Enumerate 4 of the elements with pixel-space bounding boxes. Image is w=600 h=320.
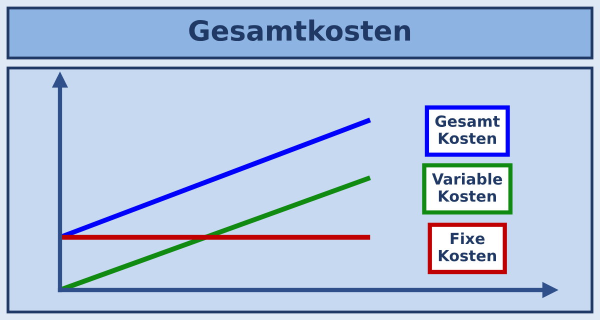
text: Fixe Kosten [438,232,496,262]
chart-title: Gesamtkosten [189,20,410,42]
text: Gesamt Kosten [435,115,500,144]
text: Variable Kosten [432,172,502,202]
